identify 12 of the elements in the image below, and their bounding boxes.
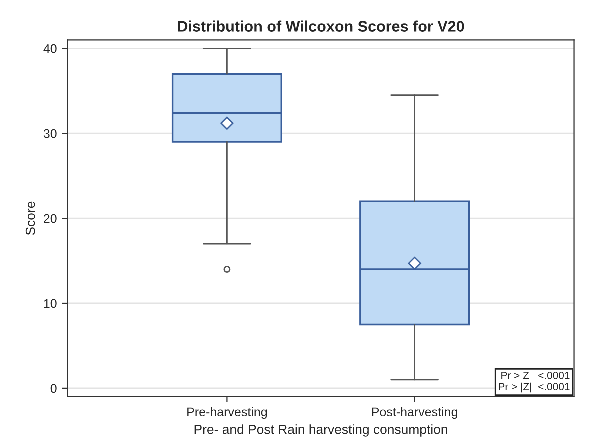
x-tick-label: Post-harvesting (372, 407, 458, 420)
annotation: Pr > |Z| <.0001 (499, 382, 570, 393)
y-tick-label: 0 (50, 384, 57, 394)
chart-title: Distribution of Wilcoxon Scores for V20 (178, 20, 464, 32)
y-axis-title: Score (26, 202, 36, 236)
y-tick-label: 20 (44, 214, 57, 224)
x-axis-title: Pre- and Post Rain harvesting consumption (194, 424, 448, 437)
x-tick-label: Pre-harvesting (188, 407, 268, 420)
y-tick-label: 40 (44, 44, 57, 54)
annotation: Pr > Z <.0001 (502, 372, 570, 380)
y-tick-label: 10 (44, 299, 57, 308)
y-tick-label: 30 (44, 129, 57, 138)
